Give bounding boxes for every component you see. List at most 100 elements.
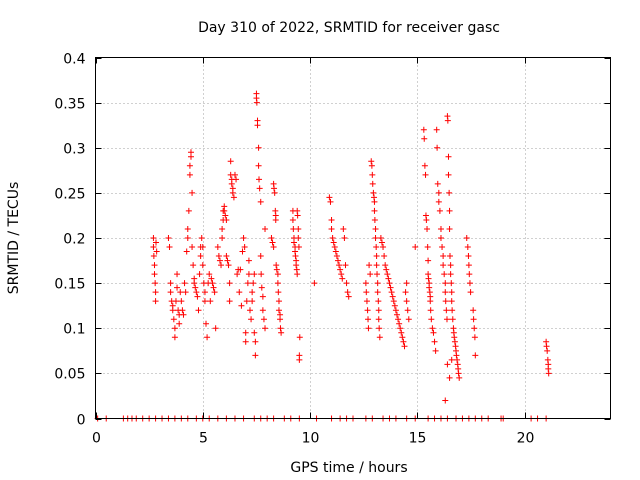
data-point	[365, 325, 372, 332]
data-point	[289, 216, 296, 223]
data-point	[150, 253, 157, 260]
data-point	[210, 284, 217, 291]
data-point	[434, 180, 441, 187]
data-point	[339, 275, 346, 282]
data-point	[248, 316, 255, 323]
data-point	[375, 298, 382, 305]
data-point	[439, 244, 446, 251]
data-point	[340, 225, 347, 232]
data-point	[445, 153, 452, 160]
data-point	[250, 280, 257, 287]
data-point	[374, 289, 381, 296]
data-point	[273, 266, 280, 273]
data-point	[296, 334, 303, 341]
y-tick-label: 0.3	[63, 142, 85, 158]
data-point	[390, 298, 397, 305]
data-point	[471, 325, 478, 332]
data-point	[364, 307, 371, 314]
data-point	[448, 280, 455, 287]
data-point	[421, 135, 428, 142]
data-point	[373, 244, 380, 251]
data-point	[236, 289, 243, 296]
data-point	[256, 176, 263, 183]
data-point	[191, 280, 198, 287]
data-point	[435, 189, 442, 196]
data-point	[334, 257, 341, 264]
data-point	[165, 235, 172, 241]
data-point	[277, 316, 284, 323]
data-point	[378, 239, 385, 246]
data-point	[223, 253, 230, 260]
data-point	[152, 289, 159, 296]
data-point	[192, 284, 199, 291]
data-point	[230, 194, 237, 201]
data-point	[150, 235, 157, 241]
data-point	[444, 117, 451, 124]
data-point	[231, 171, 238, 178]
data-point	[190, 262, 197, 269]
data-point	[374, 271, 381, 278]
data-point	[275, 298, 282, 305]
data-point	[150, 244, 157, 251]
data-point	[152, 298, 159, 305]
data-point	[545, 370, 552, 377]
data-point	[375, 316, 382, 323]
data-point	[166, 244, 173, 251]
data-point	[278, 329, 285, 336]
y-tick-label: 0.15	[54, 277, 85, 293]
data-point	[420, 126, 427, 133]
data-point	[401, 343, 408, 350]
data-point	[184, 235, 191, 241]
data-point	[449, 316, 456, 323]
data-point	[343, 280, 350, 287]
data-point	[425, 275, 432, 282]
data-point	[247, 307, 253, 314]
data-point	[199, 262, 206, 269]
data-point	[369, 180, 376, 187]
data-point	[219, 225, 226, 232]
data-point	[403, 298, 410, 305]
data-point	[424, 225, 431, 232]
data-point	[384, 271, 391, 278]
data-point	[380, 244, 387, 251]
data-point	[447, 271, 454, 278]
data-point	[451, 334, 458, 341]
data-point	[445, 171, 452, 178]
data-point	[451, 338, 458, 345]
data-point	[393, 311, 400, 318]
data-point	[171, 325, 178, 332]
data-point	[399, 334, 406, 341]
data-point	[453, 352, 460, 359]
data-point	[227, 158, 234, 165]
data-point	[442, 280, 449, 287]
data-point	[365, 316, 372, 323]
data-point	[444, 361, 451, 368]
data-point	[257, 253, 264, 260]
data-point	[260, 316, 267, 323]
data-point	[294, 271, 301, 278]
data-point	[252, 338, 259, 345]
data-point	[403, 280, 410, 287]
data-point	[377, 235, 384, 241]
data-point	[389, 293, 396, 300]
data-point	[197, 253, 204, 260]
data-point	[177, 289, 184, 296]
data-point	[196, 271, 203, 278]
data-point	[383, 266, 390, 273]
x-tick-labels: 0 5 10 15 20	[92, 431, 534, 447]
data-point	[374, 280, 381, 287]
data-point	[187, 149, 194, 156]
y-tick-label: 0.25	[54, 187, 85, 203]
data-point	[449, 307, 456, 314]
data-point	[178, 298, 185, 305]
data-point	[222, 212, 229, 219]
data-point	[367, 271, 374, 278]
data-point	[181, 280, 188, 287]
data-point	[219, 235, 226, 241]
data-point	[242, 338, 249, 345]
data-point	[363, 289, 370, 296]
data-point	[472, 352, 479, 359]
data-point	[179, 307, 186, 314]
x-tick-label: 20	[517, 431, 535, 447]
data-point	[194, 293, 201, 300]
